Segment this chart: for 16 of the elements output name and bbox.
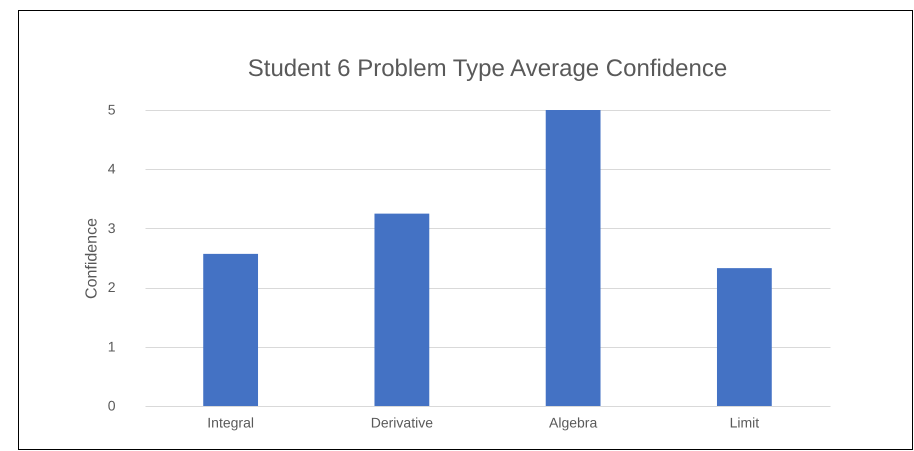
x-tick-label: Algebra (548, 414, 598, 430)
bar (546, 110, 601, 406)
bar (203, 254, 258, 406)
bar (374, 214, 430, 406)
y-tick-label: 5 (108, 102, 116, 118)
y-tick-label: 1 (108, 338, 116, 354)
y-axis-title: Confidence (84, 218, 101, 299)
y-tick-label: 3 (108, 220, 116, 236)
y-tick-label: 2 (108, 279, 116, 296)
bar (716, 268, 772, 406)
x-tick-label: Integral (207, 414, 254, 430)
x-tick-label: Limit (730, 414, 760, 430)
chart-title: Student 6 Problem Type Average Confidence (248, 55, 728, 82)
y-tick-label: 0 (108, 398, 116, 414)
x-tick-label: Derivative (370, 414, 434, 430)
y-tick-label: 4 (108, 160, 116, 177)
